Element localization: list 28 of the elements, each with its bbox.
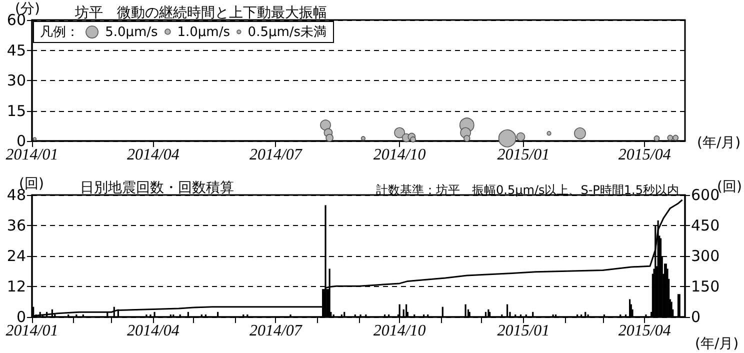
legend-label: 1.0μm/s xyxy=(177,24,230,40)
x-tick-label: 2014/04 xyxy=(126,322,180,340)
x-tick-label: 2014/10 xyxy=(373,146,426,164)
x-tick-label: 2014/07 xyxy=(249,146,303,164)
chart-title: 坊平 微動の継続時間と上下動最大振幅 xyxy=(74,5,327,21)
legend-label: 5.0μm/s xyxy=(105,24,158,40)
chart-title: 日別地震回数・回数積算 xyxy=(80,180,234,196)
x-tick-label: 2015/04 xyxy=(618,322,671,340)
y2-tick-label: 450 xyxy=(691,216,720,234)
y-tick-label: 12 xyxy=(6,278,26,296)
x-axis-title: (年/月) xyxy=(697,135,741,151)
y2-tick-label: 300 xyxy=(691,247,720,265)
legend-title: 凡例： xyxy=(40,24,79,41)
y-tick-label: 15 xyxy=(6,102,26,120)
y2-tick-label: 0 xyxy=(691,308,701,326)
y-tick-label: 36 xyxy=(6,216,26,234)
x-tick-label: 2014/07 xyxy=(249,322,303,340)
y-tick-label: 30 xyxy=(6,72,26,90)
x-tick-label: 2015/04 xyxy=(618,146,671,164)
x-axis-title: (年/月) xyxy=(695,336,739,352)
y2-tick-label: 150 xyxy=(691,278,720,296)
y-tick-label: 24 xyxy=(6,247,26,265)
y-tick-label: 45 xyxy=(6,41,26,60)
legend-label: 0.5μm/s未満 xyxy=(248,24,327,41)
x-tick-label: 2014/04 xyxy=(126,146,180,164)
x-tick-label: 2015/01 xyxy=(497,146,550,164)
x-tick-label: 2014/10 xyxy=(373,322,426,340)
x-tick-label: 2015/01 xyxy=(497,322,550,340)
